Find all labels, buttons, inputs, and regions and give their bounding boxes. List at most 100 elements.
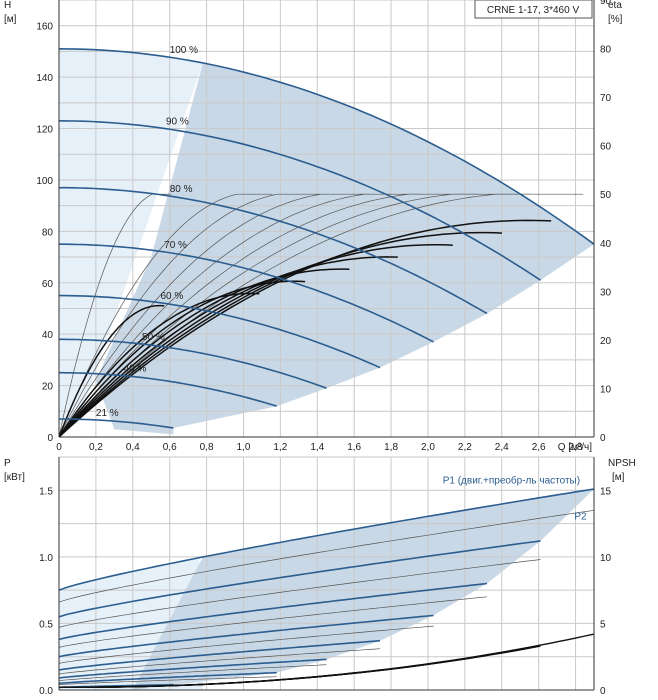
p2-curve bbox=[58, 509, 595, 603]
q-tick-label: 1,0 bbox=[237, 442, 251, 453]
p-tick-label: 1.5 bbox=[39, 486, 53, 497]
h-tick-label: 140 bbox=[36, 73, 53, 84]
eta-tick-label: 60 bbox=[600, 142, 612, 153]
q-tick-label: 2,8 bbox=[569, 442, 583, 453]
p-axis-title: P bbox=[4, 458, 11, 469]
eta-tick-label: 20 bbox=[600, 336, 612, 347]
p2-curve bbox=[58, 625, 434, 664]
h-tick-label: 120 bbox=[36, 125, 53, 136]
q-tick-label: 1,8 bbox=[384, 442, 398, 453]
q-tick-label: 1,4 bbox=[310, 442, 324, 453]
speed-label: 50 % bbox=[142, 332, 165, 343]
efficiency-curve-thin bbox=[58, 193, 273, 438]
q-tick-label: 0,2 bbox=[89, 442, 103, 453]
efficiency-curve bbox=[58, 304, 165, 438]
p1-curve bbox=[58, 658, 327, 679]
speed-curve bbox=[59, 371, 277, 407]
h-axis-title: H bbox=[4, 0, 11, 11]
eta-tick-label: 0 bbox=[600, 433, 606, 444]
p-tick-label: 1.0 bbox=[39, 553, 53, 564]
title-box bbox=[474, 0, 593, 19]
p1-series-label: P1 (двиг.+преобр-ль частоты) bbox=[443, 475, 580, 487]
efficiency-curve bbox=[58, 280, 306, 438]
p-axis-unit: [кВт] bbox=[4, 472, 25, 483]
efficiency-curve bbox=[58, 219, 552, 438]
p1-curve bbox=[58, 671, 277, 685]
p2-curve bbox=[58, 648, 381, 675]
p1-curve bbox=[58, 582, 488, 641]
npsh-curve bbox=[59, 669, 381, 688]
efficiency-curve-thin bbox=[58, 193, 420, 438]
p-tick-label: 0.0 bbox=[39, 686, 53, 697]
q-tick-label: 0,8 bbox=[200, 442, 214, 453]
npsh-tick-label: 10 bbox=[600, 553, 612, 564]
npsh-axis-title: NPSH bbox=[608, 458, 636, 469]
q-axis-label: Q [м³/ч] bbox=[558, 442, 593, 453]
p2-curve bbox=[58, 559, 541, 628]
speed-curve bbox=[59, 338, 327, 389]
power-region bbox=[132, 489, 595, 690]
q-tick-label: 2,0 bbox=[421, 442, 435, 453]
eta-tick-label: 40 bbox=[600, 239, 612, 250]
eta-tick-label: 50 bbox=[600, 190, 612, 201]
h-axis-unit: [м] bbox=[4, 14, 17, 25]
eta-axis-unit: [%] bbox=[608, 14, 623, 25]
h-tick-label: 60 bbox=[42, 279, 54, 290]
speed-label: 60 % bbox=[160, 291, 183, 302]
h-tick-label: 100 bbox=[36, 176, 53, 187]
speed-curve bbox=[58, 48, 595, 245]
p1-curve bbox=[58, 488, 595, 591]
operating-region-light bbox=[59, 48, 203, 425]
speed-label: 80 % bbox=[170, 184, 193, 195]
h-tick-label: 40 bbox=[42, 330, 54, 341]
q-tick-label: 1,2 bbox=[273, 442, 287, 453]
p1-curve bbox=[58, 614, 434, 658]
efficiency-curve bbox=[58, 256, 398, 438]
h-tick-label: 0 bbox=[47, 433, 53, 444]
efficiency-curve-thin bbox=[58, 193, 369, 438]
h-tick-label: 160 bbox=[36, 22, 53, 33]
eta-tick-label: 70 bbox=[600, 93, 612, 104]
speed-curve bbox=[59, 418, 174, 429]
eta-tick-label: 30 bbox=[600, 287, 612, 298]
p1-curve bbox=[58, 540, 541, 618]
q-tick-label: 2,2 bbox=[458, 442, 472, 453]
efficiency-curve bbox=[58, 292, 260, 438]
p2-curve bbox=[58, 664, 327, 682]
speed-curve bbox=[59, 186, 488, 315]
speed-curve bbox=[59, 294, 381, 369]
efficiency-curve-thin bbox=[58, 193, 322, 438]
eta-tick-label: 80 bbox=[600, 45, 612, 56]
title-box-text: CRNE 1-17, 3*460 V bbox=[487, 5, 580, 16]
eta-tick-label: 90 bbox=[600, 0, 612, 7]
p2-series-label: P2 bbox=[574, 512, 587, 523]
q-tick-label: 2,6 bbox=[532, 442, 546, 453]
speed-label: 40 % bbox=[124, 364, 147, 375]
npsh-tick-label: 0 bbox=[600, 686, 606, 697]
q-tick-label: 0 bbox=[56, 442, 62, 453]
q-tick-label: 0,4 bbox=[126, 442, 140, 453]
npsh-tick-label: 5 bbox=[600, 619, 606, 630]
q-tick-label: 0,6 bbox=[163, 442, 177, 453]
operating-region bbox=[95, 63, 595, 435]
p2-curve bbox=[58, 676, 277, 686]
speed-label: 21 % bbox=[96, 408, 119, 419]
p-tick-label: 0.5 bbox=[39, 619, 53, 630]
speed-curve bbox=[59, 243, 434, 343]
eta-axis-title: eta bbox=[608, 0, 622, 11]
h-tick-label: 80 bbox=[42, 227, 54, 238]
speed-curve bbox=[58, 120, 541, 281]
npsh-axis-unit: [м] bbox=[612, 472, 625, 483]
speed-label: 70 % bbox=[164, 240, 187, 251]
speed-label: 100 % bbox=[170, 45, 198, 56]
q-tick-label: 1,6 bbox=[347, 442, 361, 453]
speed-label: 90 % bbox=[166, 117, 189, 128]
efficiency-curve bbox=[58, 268, 350, 438]
h-tick-label: 20 bbox=[42, 382, 54, 393]
eta-tick-label: 10 bbox=[600, 384, 612, 395]
q-tick-label: 2,4 bbox=[495, 442, 509, 453]
p2-curve bbox=[58, 596, 488, 648]
p1-curve bbox=[58, 639, 381, 671]
npsh-tick-label: 15 bbox=[600, 486, 612, 497]
